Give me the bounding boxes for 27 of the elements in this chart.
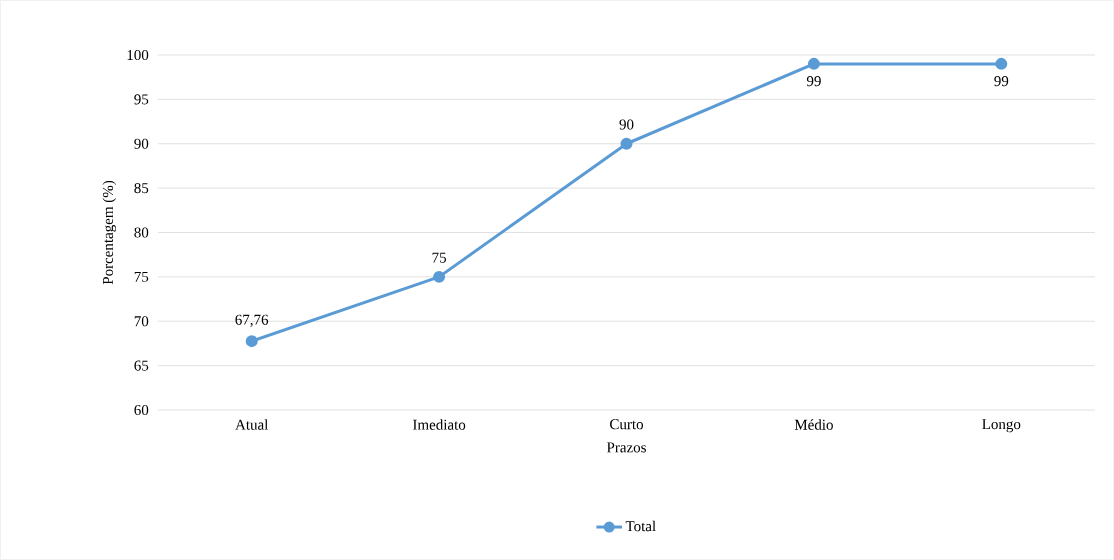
y-tick-label: 65: [134, 360, 149, 371]
x-tick-label: Imediato: [413, 419, 466, 430]
y-tick-label: 70: [134, 316, 149, 327]
point: [245, 335, 258, 348]
y-tick-label: 75: [134, 271, 149, 282]
x-tick-label: Atual: [235, 419, 269, 430]
y-tick-label: 60: [134, 404, 149, 416]
data-label: 67,76: [235, 314, 269, 327]
y-tick-label: 100: [127, 49, 149, 61]
data-label: 99: [806, 76, 821, 87]
point: [620, 137, 633, 150]
y-tick-label: 95: [134, 94, 149, 105]
x-tick-label: Curto: [610, 419, 644, 430]
point: [433, 270, 446, 283]
x-tick-label: Longo: [982, 419, 1021, 433]
data-label: 75: [432, 252, 447, 263]
y-tick-label: 85: [134, 183, 149, 194]
point: [807, 57, 820, 70]
y-axis-title: Porcentagem (%): [102, 180, 117, 285]
point: [995, 57, 1008, 70]
data-label: 99: [994, 76, 1009, 87]
x-tick-label: Médio: [794, 419, 833, 430]
x-axis-title: Prazos: [606, 442, 646, 453]
y-tick-label: 90: [134, 138, 149, 149]
y-tick-label: 80: [134, 227, 149, 238]
data-label: 90: [619, 119, 634, 130]
legend-label: Total: [625, 520, 656, 532]
